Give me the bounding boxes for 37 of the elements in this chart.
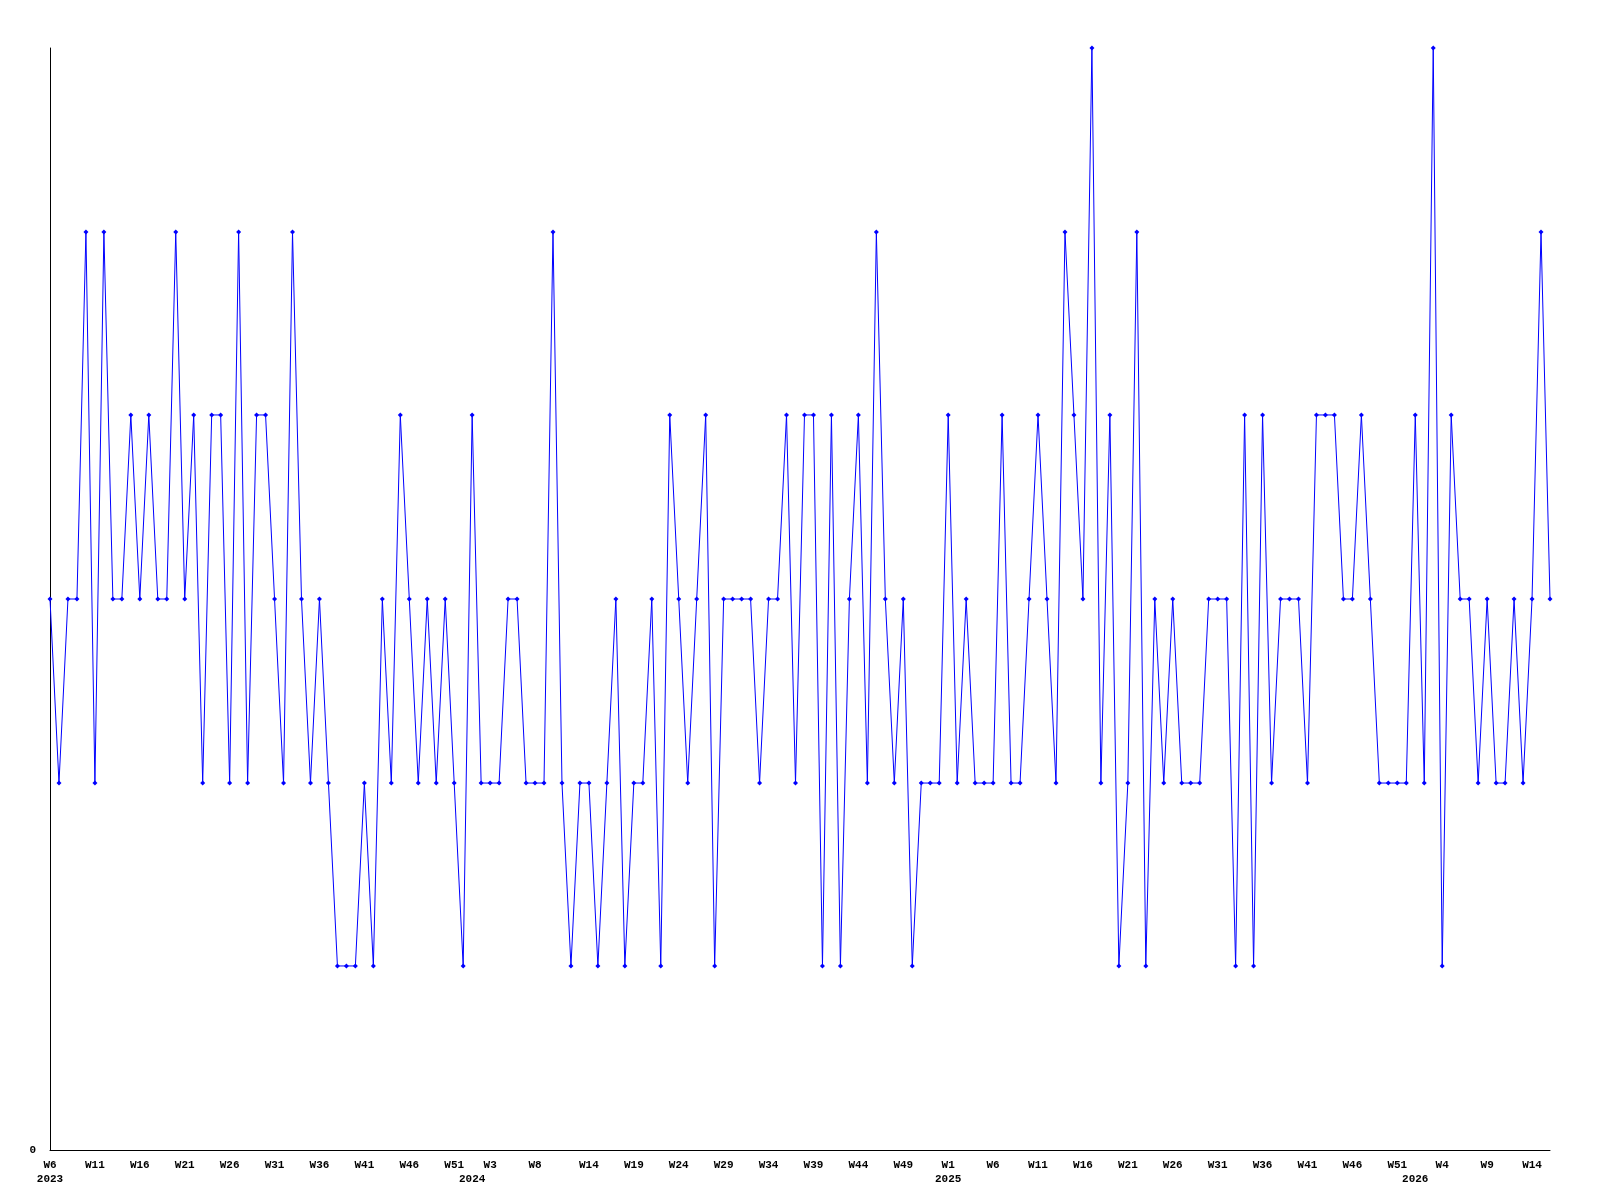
x-tick-label: W51 bbox=[444, 1159, 465, 1171]
x-tick-label: W26 bbox=[1162, 1159, 1183, 1171]
x-tick-label: W11 bbox=[1028, 1159, 1049, 1171]
x-tick-label: W21 bbox=[1117, 1159, 1139, 1171]
x-tick-label: W11 bbox=[85, 1159, 106, 1171]
x-tick-label: W6 bbox=[986, 1159, 1000, 1171]
x-tick-label: W46 bbox=[399, 1159, 420, 1171]
x-tick-label: W31 bbox=[1207, 1159, 1228, 1171]
x-tick-label: 2024 bbox=[458, 1173, 486, 1185]
x-tick-label: W16 bbox=[129, 1159, 150, 1171]
x-tick-label: W19 bbox=[623, 1159, 644, 1171]
x-tick-label: W46 bbox=[1342, 1159, 1363, 1171]
x-tick-label: W31 bbox=[264, 1159, 285, 1171]
x-tick-label: W39 bbox=[803, 1159, 824, 1171]
x-tick-label: 2026 bbox=[1402, 1173, 1429, 1185]
x-tick-label: W21 bbox=[174, 1159, 196, 1171]
x-tick-label: W14 bbox=[579, 1159, 600, 1171]
x-tick-label: W9 bbox=[1480, 1159, 1494, 1171]
x-tick-label: W29 bbox=[713, 1159, 734, 1171]
x-tick-label: W26 bbox=[219, 1159, 240, 1171]
x-tick-label: W41 bbox=[1297, 1159, 1318, 1171]
x-tick-label: W3 bbox=[483, 1159, 498, 1171]
x-tick-label: W8 bbox=[528, 1159, 543, 1171]
x-tick-label: W51 bbox=[1387, 1159, 1408, 1171]
x-tick-label: W36 bbox=[1252, 1159, 1273, 1171]
x-tick-label: W44 bbox=[848, 1159, 869, 1171]
x-tick-label: W41 bbox=[354, 1159, 375, 1171]
x-tick-label: W24 bbox=[668, 1159, 690, 1171]
x-tick-label: W6 2023 bbox=[36, 1159, 64, 1185]
x-tick-label: W4 bbox=[1435, 1159, 1450, 1171]
x-tick-label: W49 bbox=[893, 1159, 914, 1171]
x-tick-label: W14 bbox=[1522, 1159, 1543, 1171]
x-tick-label: W1 2025 bbox=[935, 1159, 962, 1185]
x-tick-label: W36 bbox=[309, 1159, 330, 1171]
text: 0 bbox=[29, 1143, 36, 1156]
x-tick-label: W16 bbox=[1073, 1159, 1093, 1171]
x-tick-label: W34 bbox=[758, 1159, 779, 1171]
